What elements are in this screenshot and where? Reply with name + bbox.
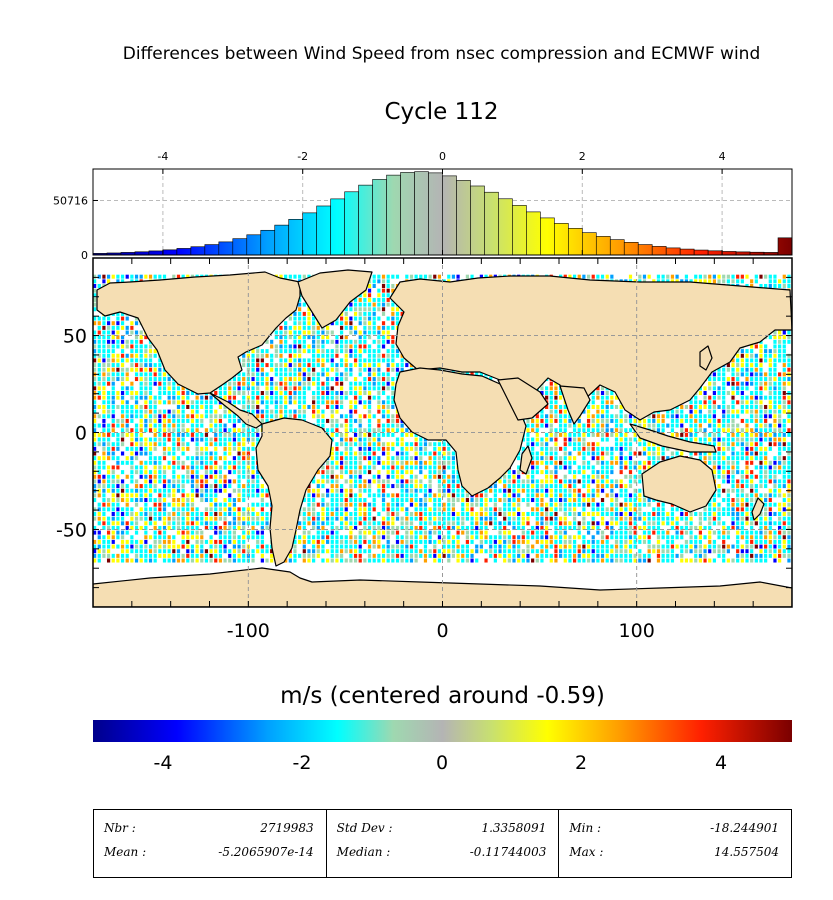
histogram-bar: [581, 232, 597, 256]
histogram-bar: [344, 191, 359, 256]
map-grid: [93, 258, 792, 607]
stat-label-stddev: Std Dev :: [336, 821, 393, 835]
histogram-bar: [274, 224, 290, 256]
histogram-bar: [316, 205, 331, 256]
histogram-chart: -4 -2 0 2 4 50716 0: [53, 150, 793, 260]
histogram-bar: [665, 247, 681, 256]
stat-value-min: -18.244901: [710, 821, 780, 835]
histogram-bar: [218, 241, 234, 256]
histogram-x-tick-label: 4: [719, 150, 726, 163]
stats-column: Std Dev : 1.3358091 Median : -0.11744003: [327, 810, 560, 877]
statistics-table: Nbr : 2719983 Mean : -5.2065907e-14 Std De…: [93, 809, 792, 878]
map-x-tick-label: -100: [227, 620, 270, 642]
colorbar: [93, 720, 792, 742]
histogram-bar: [288, 219, 304, 256]
stat-value-stddev: 1.3358091: [481, 821, 547, 835]
arabian-peninsula-land: [497, 377, 549, 421]
histogram-x-tick-label: -4: [157, 150, 168, 163]
map-x-tick-label: 0: [436, 620, 448, 642]
colorbar-label: m/s (centered around -0.59): [280, 683, 605, 709]
histogram-bar: [512, 205, 527, 256]
australia-land: [641, 455, 717, 513]
stat-value-mean: -5.2065907e-14: [218, 845, 314, 859]
chart-title: Differences between Wind Speed from nsec…: [122, 44, 761, 64]
world-map: -100 0 100 50 0 -50: [56, 257, 793, 642]
japan-land: [699, 345, 713, 371]
new-zealand-land: [751, 497, 765, 521]
histogram-bar: [260, 229, 276, 256]
europe-asia-land: [389, 275, 792, 421]
stat-value-nbr: 2719983: [260, 821, 314, 835]
stat-value-median: -0.11744003: [469, 845, 547, 859]
stats-column: Nbr : 2719983 Mean : -5.2065907e-14: [94, 810, 327, 877]
histogram-bar: [400, 172, 415, 256]
stat-label-median: Median :: [336, 845, 391, 859]
histogram-bar: [595, 236, 611, 256]
histogram-y-tick-label: 0: [81, 249, 88, 260]
histogram-bar: [246, 234, 262, 256]
histogram-bar: [540, 217, 555, 256]
land-masses: [93, 269, 792, 607]
histogram-bar: [554, 223, 569, 256]
stat-label-max: Max :: [569, 845, 604, 859]
histogram-x-tick-label: -2: [297, 150, 308, 163]
chart-subtitle: Cycle 112: [384, 99, 499, 125]
indonesia-land: [629, 423, 717, 453]
colorbar-tick-label: 0: [435, 752, 449, 774]
map-x-tick-label: 100: [619, 620, 655, 642]
histogram-bar: [190, 246, 206, 256]
histogram-bar: [302, 212, 317, 256]
histogram-bar: [456, 180, 471, 256]
histogram-bar: [358, 184, 373, 256]
histogram-bar: [386, 174, 401, 256]
histogram-bar: [414, 171, 429, 256]
colorbar-tick-label: -2: [292, 752, 312, 774]
histogram-bar: [526, 211, 541, 256]
histogram-bar: [484, 191, 499, 256]
colorbar-ticks: -4 -2 0 2 4: [0, 752, 833, 782]
map-ticks: -100 0 100 50 0 -50: [56, 258, 793, 642]
histogram-x-tick-label: 0: [439, 150, 446, 163]
histogram-bar: [442, 175, 457, 256]
histogram-bar: [330, 198, 345, 256]
histogram-y-tick-label: 50716: [53, 194, 88, 207]
histogram-bar: [609, 239, 625, 256]
histogram-bars: [92, 171, 793, 256]
histogram-bar: [428, 172, 443, 256]
histogram-bar: [777, 237, 793, 256]
madagascar-land: [519, 445, 533, 475]
histogram-bar: [232, 238, 248, 256]
stat-value-max: 14.557504: [714, 845, 780, 859]
histogram-x-tick-label: 2: [579, 150, 586, 163]
map-y-tick-label: 50: [63, 326, 87, 348]
stat-label-mean: Mean :: [104, 845, 147, 859]
north-america-land: [96, 271, 301, 395]
stat-label-nbr: Nbr :: [104, 821, 136, 835]
colorbar-tick-label: -4: [153, 752, 173, 774]
histogram-bar: [204, 244, 220, 256]
colorbar-tick-label: 4: [714, 752, 728, 774]
india-land: [559, 385, 591, 425]
histogram-bar: [372, 179, 387, 256]
histogram-bar: [470, 185, 485, 256]
histogram-bar: [498, 198, 513, 256]
histogram-bar: [568, 228, 583, 256]
greenland-land: [297, 269, 373, 329]
stat-label-min: Min :: [569, 821, 602, 835]
map-y-tick-label: 0: [75, 423, 87, 445]
histogram-bar: [637, 244, 653, 256]
map-y-tick-label: -50: [56, 519, 87, 541]
histogram-bar: [651, 246, 667, 256]
colorbar-tick-label: 2: [574, 752, 588, 774]
histogram-ticks: -4 -2 0 2 4 50716 0: [53, 150, 726, 260]
histogram-bar: [623, 242, 639, 256]
central-america-land: [209, 392, 263, 429]
stats-column: Min : -18.244901 Max : 14.557504: [559, 810, 791, 877]
